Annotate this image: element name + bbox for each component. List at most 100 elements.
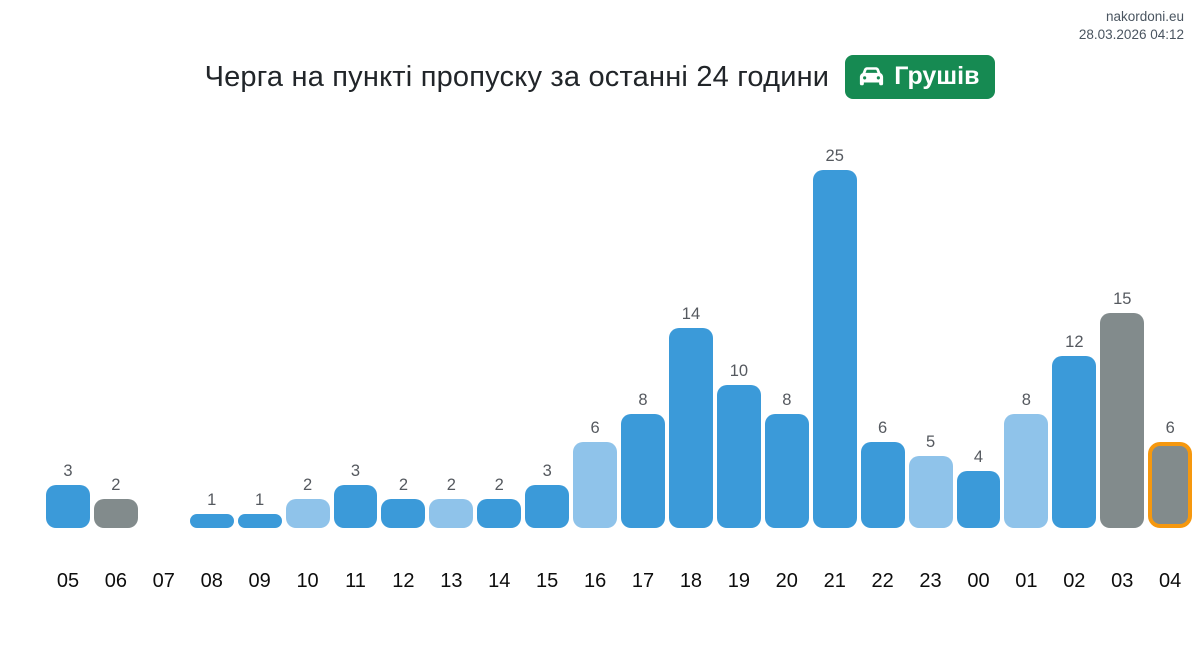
chart-slot-23: 5 23 — [908, 135, 953, 595]
chart-slot-22: 6 22 — [860, 135, 905, 595]
bar-value-label: 1 — [255, 490, 265, 509]
hour-label-08: 08 — [200, 570, 223, 592]
bar-08[interactable] — [189, 514, 234, 528]
bar-14[interactable] — [477, 499, 522, 528]
bar-17[interactable] — [621, 414, 665, 528]
bar-value-label: 6 — [878, 418, 888, 437]
bar-01[interactable] — [1004, 414, 1049, 528]
hour-label-10: 10 — [296, 570, 319, 592]
bar-value-label: 8 — [1021, 390, 1031, 409]
hour-label-06: 06 — [104, 570, 127, 592]
checkpoint-name: Грушів — [894, 62, 980, 90]
bar-11[interactable] — [333, 485, 378, 528]
bar-22[interactable] — [860, 442, 905, 528]
chart-slot-03: 15 03 — [1100, 135, 1145, 595]
bar-value-label: 2 — [494, 475, 504, 494]
chart-slot-13: 2 13 — [429, 135, 474, 595]
chart-slot-09: 1 09 — [237, 135, 282, 595]
hour-label-23: 23 — [919, 570, 942, 592]
hour-label-22: 22 — [871, 570, 894, 592]
bar-value-label: 2 — [446, 475, 456, 494]
bar-19[interactable] — [716, 385, 761, 528]
title-row: Черга на пункті пропуску за останні 24 г… — [0, 55, 1200, 99]
hour-label-20: 20 — [775, 570, 798, 592]
bar-05[interactable] — [46, 485, 90, 528]
bar-23[interactable] — [908, 456, 953, 528]
hour-label-02: 02 — [1063, 570, 1086, 592]
bar-13[interactable] — [429, 499, 474, 528]
bar-value-label: 3 — [350, 461, 361, 480]
chart-slot-15: 3 15 — [525, 135, 570, 595]
bar-value-label: 5 — [925, 432, 936, 451]
hour-label-17: 17 — [631, 570, 655, 592]
bar-12[interactable] — [381, 499, 426, 528]
queue-bar-chart: 3 05 2 06 07 1 08 1 09 2 10 3 11 2 12 2 13 2 14 3 15 6 16 8 17 14… — [46, 135, 1193, 595]
bar-value-label: 2 — [111, 475, 121, 494]
timestamp: 28.03.2026 04:12 — [1078, 27, 1184, 43]
bar-value-label: 14 — [681, 304, 701, 323]
bar-value-label: 8 — [638, 390, 648, 409]
chart-slot-12: 2 12 — [381, 135, 426, 595]
hour-label-12: 12 — [392, 570, 415, 592]
hour-label-15: 15 — [536, 570, 559, 592]
chart-slot-02: 12 02 — [1052, 135, 1097, 595]
chart-slot-17: 8 17 — [621, 135, 665, 595]
hour-label-16: 16 — [583, 570, 607, 592]
bar-16[interactable] — [573, 442, 618, 528]
bar-value-label: 6 — [590, 418, 600, 437]
bar-06[interactable] — [93, 499, 138, 528]
hour-label-04: 04 — [1159, 570, 1182, 592]
bar-value-label: 1 — [207, 490, 217, 509]
chart-slot-10: 2 10 — [285, 135, 330, 595]
bar-value-label: 6 — [1165, 418, 1175, 437]
chart-slot-14: 2 14 — [477, 135, 522, 595]
bar-value-label: 15 — [1113, 289, 1132, 308]
bar-20[interactable] — [764, 414, 809, 528]
hour-label-05: 05 — [56, 570, 80, 592]
bar-value-label: 12 — [1065, 332, 1084, 351]
bar-value-label: 3 — [63, 461, 73, 480]
bar-value-label: 2 — [302, 475, 313, 494]
bar-09[interactable] — [237, 514, 282, 528]
site-name[interactable]: nakordoni.eu — [1105, 9, 1184, 24]
bar-value-label: 3 — [542, 461, 552, 480]
chart-slot-18: 14 18 — [668, 135, 713, 595]
page-meta: nakordoni.eu 28.03.2026 04:12 — [1079, 8, 1184, 44]
bar-value-label: 4 — [973, 447, 984, 466]
checkpoint-badge[interactable]: Грушів — [845, 55, 996, 99]
bar-value-label: 10 — [729, 361, 749, 380]
chart-slot-05: 3 05 — [46, 135, 90, 595]
bar-15[interactable] — [525, 485, 570, 528]
bar-value-label: 2 — [398, 475, 408, 494]
bar-02[interactable] — [1052, 356, 1097, 528]
hour-label-18: 18 — [679, 570, 703, 592]
chart-slot-01: 8 01 — [1004, 135, 1049, 595]
hour-label-01: 01 — [1015, 570, 1038, 592]
hour-label-13: 13 — [440, 570, 463, 592]
page-title: Черга на пункті пропуску за останні 24 г… — [204, 60, 830, 93]
chart-slot-11: 3 11 — [333, 135, 378, 595]
chart-slot-20: 8 20 — [764, 135, 809, 595]
hour-label-09: 09 — [248, 570, 271, 592]
hour-label-21: 21 — [823, 570, 846, 592]
bar-04[interactable] — [1148, 442, 1193, 528]
bar-21[interactable] — [812, 170, 857, 528]
chart-slot-19: 10 19 — [716, 135, 761, 595]
car-icon — [858, 63, 885, 90]
hour-label-07: 07 — [152, 570, 175, 592]
chart-slot-04: 6 04 — [1148, 135, 1193, 595]
bar-00[interactable] — [956, 471, 1001, 528]
chart-slot-00: 4 00 — [956, 135, 1001, 595]
chart-slot-06: 2 06 — [93, 135, 138, 595]
chart-slot-16: 6 16 — [573, 135, 618, 595]
bar-value-label: 25 — [825, 146, 844, 165]
hour-label-11: 11 — [345, 570, 366, 592]
chart-slot-08: 1 08 — [189, 135, 234, 595]
chart-slot-07: 07 — [142, 135, 186, 595]
bar-18[interactable] — [668, 328, 713, 528]
bar-03[interactable] — [1100, 313, 1145, 528]
hour-label-19: 19 — [727, 570, 750, 592]
bar-10[interactable] — [285, 499, 330, 528]
chart-slot-21: 25 21 — [812, 135, 857, 595]
